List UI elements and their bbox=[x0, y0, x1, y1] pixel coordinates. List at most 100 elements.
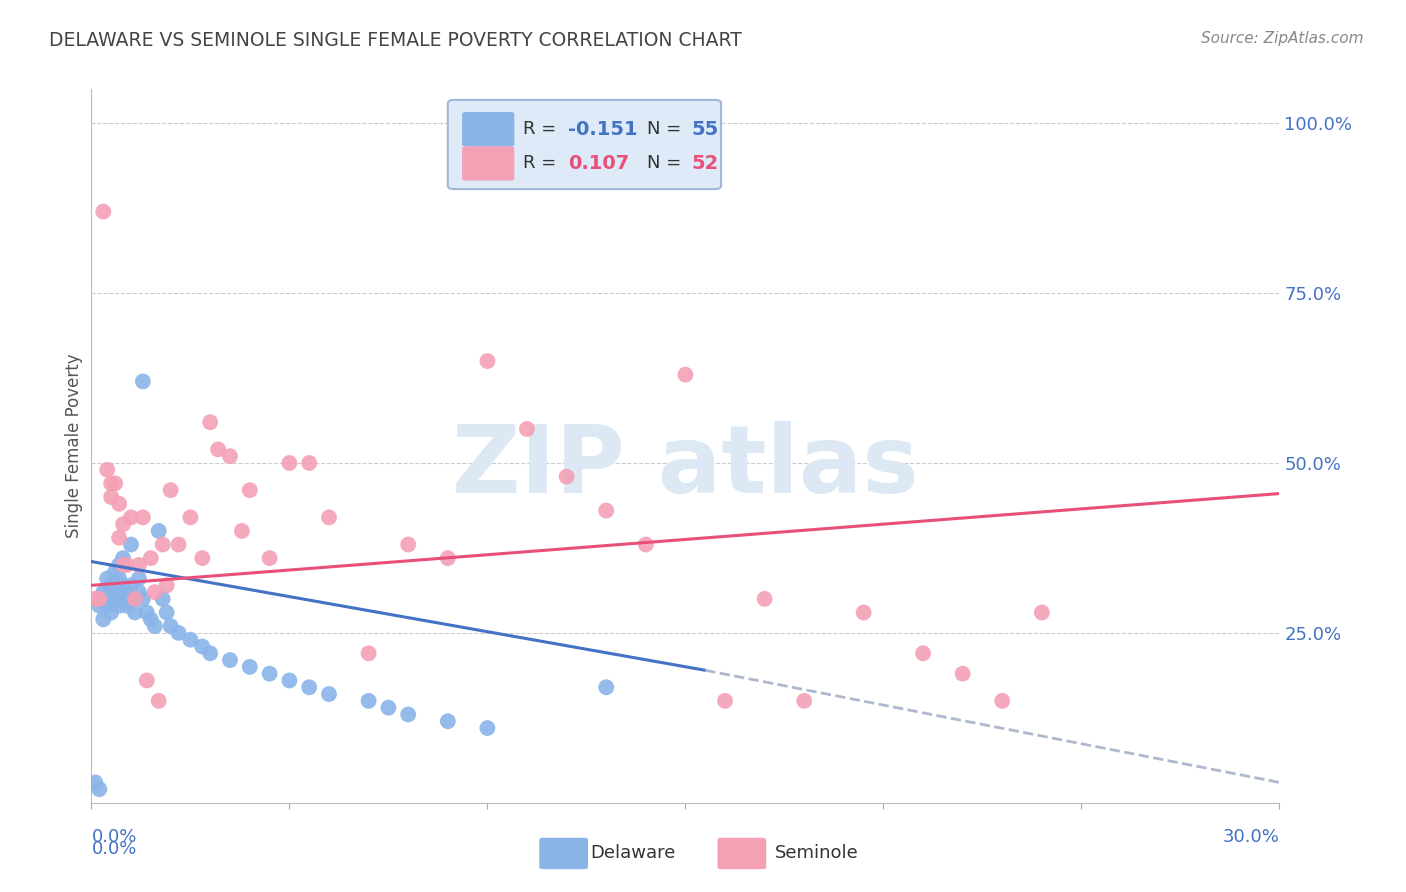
Point bbox=[100, 490, 122, 504]
Point bbox=[911, 646, 934, 660]
FancyBboxPatch shape bbox=[540, 838, 588, 869]
Point bbox=[148, 694, 170, 708]
Point bbox=[96, 572, 118, 586]
Point bbox=[231, 524, 253, 538]
Point bbox=[673, 368, 696, 382]
Point bbox=[156, 606, 179, 620]
Point bbox=[377, 700, 399, 714]
Point bbox=[191, 640, 214, 654]
Text: ZIP atlas: ZIP atlas bbox=[453, 421, 918, 514]
Point bbox=[132, 375, 155, 389]
Text: N =: N = bbox=[647, 120, 682, 138]
Point bbox=[108, 599, 131, 613]
Point bbox=[108, 585, 131, 599]
Point bbox=[100, 606, 122, 620]
Point bbox=[104, 565, 127, 579]
Point bbox=[357, 694, 380, 708]
FancyBboxPatch shape bbox=[717, 838, 766, 869]
Point bbox=[152, 537, 174, 551]
Point bbox=[156, 578, 179, 592]
Point bbox=[318, 687, 340, 701]
Point bbox=[89, 599, 111, 613]
Text: R =: R = bbox=[523, 120, 555, 138]
Point bbox=[396, 707, 419, 722]
Point bbox=[595, 503, 617, 517]
Point bbox=[167, 537, 190, 551]
Text: 55: 55 bbox=[692, 120, 718, 138]
Point bbox=[139, 551, 162, 566]
Point bbox=[120, 591, 142, 606]
Point bbox=[298, 456, 321, 470]
Point bbox=[991, 694, 1014, 708]
Text: N =: N = bbox=[647, 154, 682, 172]
Point bbox=[120, 537, 142, 551]
Point bbox=[89, 782, 111, 797]
Point bbox=[278, 673, 301, 688]
Point bbox=[152, 591, 174, 606]
Point bbox=[436, 551, 458, 566]
Point bbox=[108, 497, 131, 511]
Point bbox=[100, 578, 122, 592]
Point bbox=[132, 591, 155, 606]
Point bbox=[714, 694, 737, 708]
Point bbox=[120, 578, 142, 592]
Point bbox=[89, 591, 111, 606]
Point bbox=[104, 578, 127, 592]
Point bbox=[112, 558, 135, 572]
Point bbox=[124, 591, 146, 606]
Point bbox=[477, 354, 499, 368]
Point bbox=[108, 531, 131, 545]
Point bbox=[128, 558, 150, 572]
Point bbox=[357, 646, 380, 660]
Point bbox=[135, 673, 157, 688]
Point bbox=[96, 585, 118, 599]
Point bbox=[148, 524, 170, 538]
Point bbox=[96, 463, 118, 477]
Point bbox=[112, 578, 135, 592]
FancyBboxPatch shape bbox=[463, 146, 515, 180]
Point bbox=[128, 572, 150, 586]
Point bbox=[952, 666, 974, 681]
Text: Delaware: Delaware bbox=[591, 844, 676, 862]
Text: 0.107: 0.107 bbox=[568, 154, 628, 173]
Text: Seminole: Seminole bbox=[775, 844, 858, 862]
Point bbox=[112, 551, 135, 566]
Point bbox=[115, 585, 138, 599]
Text: 52: 52 bbox=[692, 154, 718, 173]
Point bbox=[318, 510, 340, 524]
Point bbox=[477, 721, 499, 735]
Point bbox=[159, 619, 181, 633]
Point bbox=[179, 510, 201, 524]
Point bbox=[112, 591, 135, 606]
Point bbox=[128, 585, 150, 599]
Point bbox=[239, 660, 262, 674]
Point bbox=[100, 591, 122, 606]
Point bbox=[634, 537, 657, 551]
Point bbox=[239, 483, 262, 498]
Point bbox=[191, 551, 214, 566]
FancyBboxPatch shape bbox=[463, 112, 515, 146]
Point bbox=[108, 558, 131, 572]
Point bbox=[219, 449, 242, 463]
Point bbox=[143, 619, 166, 633]
Point bbox=[793, 694, 815, 708]
Text: 0.0%: 0.0% bbox=[91, 828, 136, 846]
Point bbox=[200, 646, 222, 660]
Point bbox=[179, 632, 201, 647]
Point bbox=[132, 510, 155, 524]
Point bbox=[167, 626, 190, 640]
Point bbox=[259, 666, 281, 681]
Point bbox=[124, 606, 146, 620]
Y-axis label: Single Female Poverty: Single Female Poverty bbox=[65, 354, 83, 538]
Point bbox=[135, 606, 157, 620]
Point bbox=[159, 483, 181, 498]
Point bbox=[219, 653, 242, 667]
Point bbox=[143, 585, 166, 599]
Text: DELAWARE VS SEMINOLE SINGLE FEMALE POVERTY CORRELATION CHART: DELAWARE VS SEMINOLE SINGLE FEMALE POVER… bbox=[49, 31, 742, 50]
Point bbox=[104, 591, 127, 606]
FancyBboxPatch shape bbox=[447, 100, 721, 189]
Point bbox=[754, 591, 776, 606]
Point bbox=[139, 612, 162, 626]
Point bbox=[298, 680, 321, 694]
Point bbox=[96, 599, 118, 613]
